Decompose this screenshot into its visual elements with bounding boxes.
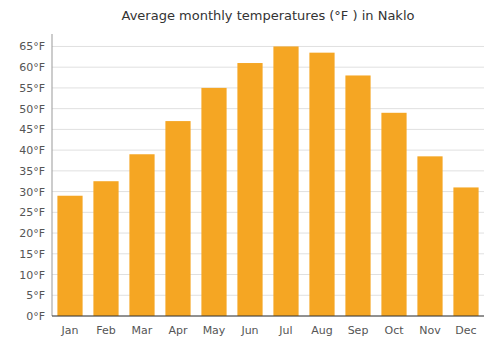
chart-container: Average monthly temperatures (°F ) in Na…: [0, 0, 500, 350]
x-tick-label: Dec: [455, 324, 476, 337]
y-tick-label: 5°F: [26, 289, 45, 302]
grid-line: [52, 108, 484, 109]
bar: [93, 181, 118, 316]
x-tick-label: Jun: [240, 324, 258, 337]
x-tick-label: Jul: [278, 324, 292, 337]
bar: [417, 156, 442, 316]
bar: [273, 46, 298, 316]
y-tick-label: 10°F: [19, 269, 45, 282]
x-tick-label: Oct: [384, 324, 404, 337]
x-tick-label: Feb: [96, 324, 115, 337]
bar: [129, 154, 154, 316]
bars: [57, 46, 478, 316]
bar: [309, 53, 334, 316]
bar: [201, 88, 226, 316]
x-axis-line: [52, 316, 484, 317]
grid-line: [52, 316, 484, 317]
chart-svg: Average monthly temperatures (°F ) in Na…: [0, 0, 500, 350]
page: {"chart_data": {"type": "bar", "title": …: [0, 0, 500, 350]
y-tick-label: 55°F: [19, 82, 45, 95]
x-tick-label: Nov: [419, 324, 441, 337]
grid-line: [52, 150, 484, 151]
y-tick-label: 40°F: [19, 144, 45, 157]
y-tick-label: 35°F: [19, 165, 45, 178]
y-tick-label: 30°F: [19, 186, 45, 199]
x-tick-label: Mar: [132, 324, 153, 337]
y-tick-label: 0°F: [26, 310, 45, 323]
grid: [52, 46, 484, 316]
y-tick-label: 65°F: [19, 40, 45, 53]
bar: [165, 121, 190, 316]
x-tick-label: Jan: [61, 324, 79, 337]
x-tick-label: Apr: [168, 324, 188, 337]
grid-line: [52, 129, 484, 130]
bar: [345, 75, 370, 316]
y-tick-label: 45°F: [19, 123, 45, 136]
bar: [381, 113, 406, 316]
x-tick-label: Aug: [311, 324, 332, 337]
x-tick-label: May: [203, 324, 226, 337]
y-tick-label: 25°F: [19, 206, 45, 219]
bar: [453, 187, 478, 316]
bar: [57, 196, 82, 316]
x-tick-label: Sep: [348, 324, 369, 337]
bar: [237, 63, 262, 316]
y-tick-label: 20°F: [19, 227, 45, 240]
y-tick-label: 50°F: [19, 103, 45, 116]
y-tick-label: 60°F: [19, 61, 45, 74]
grid-line: [52, 67, 484, 68]
title: Average monthly temperatures (°F ) in Na…: [122, 8, 415, 23]
y-tick-label: 15°F: [19, 248, 45, 261]
grid-line: [52, 87, 484, 88]
grid-line: [52, 46, 484, 47]
y-axis-line: [52, 34, 53, 316]
